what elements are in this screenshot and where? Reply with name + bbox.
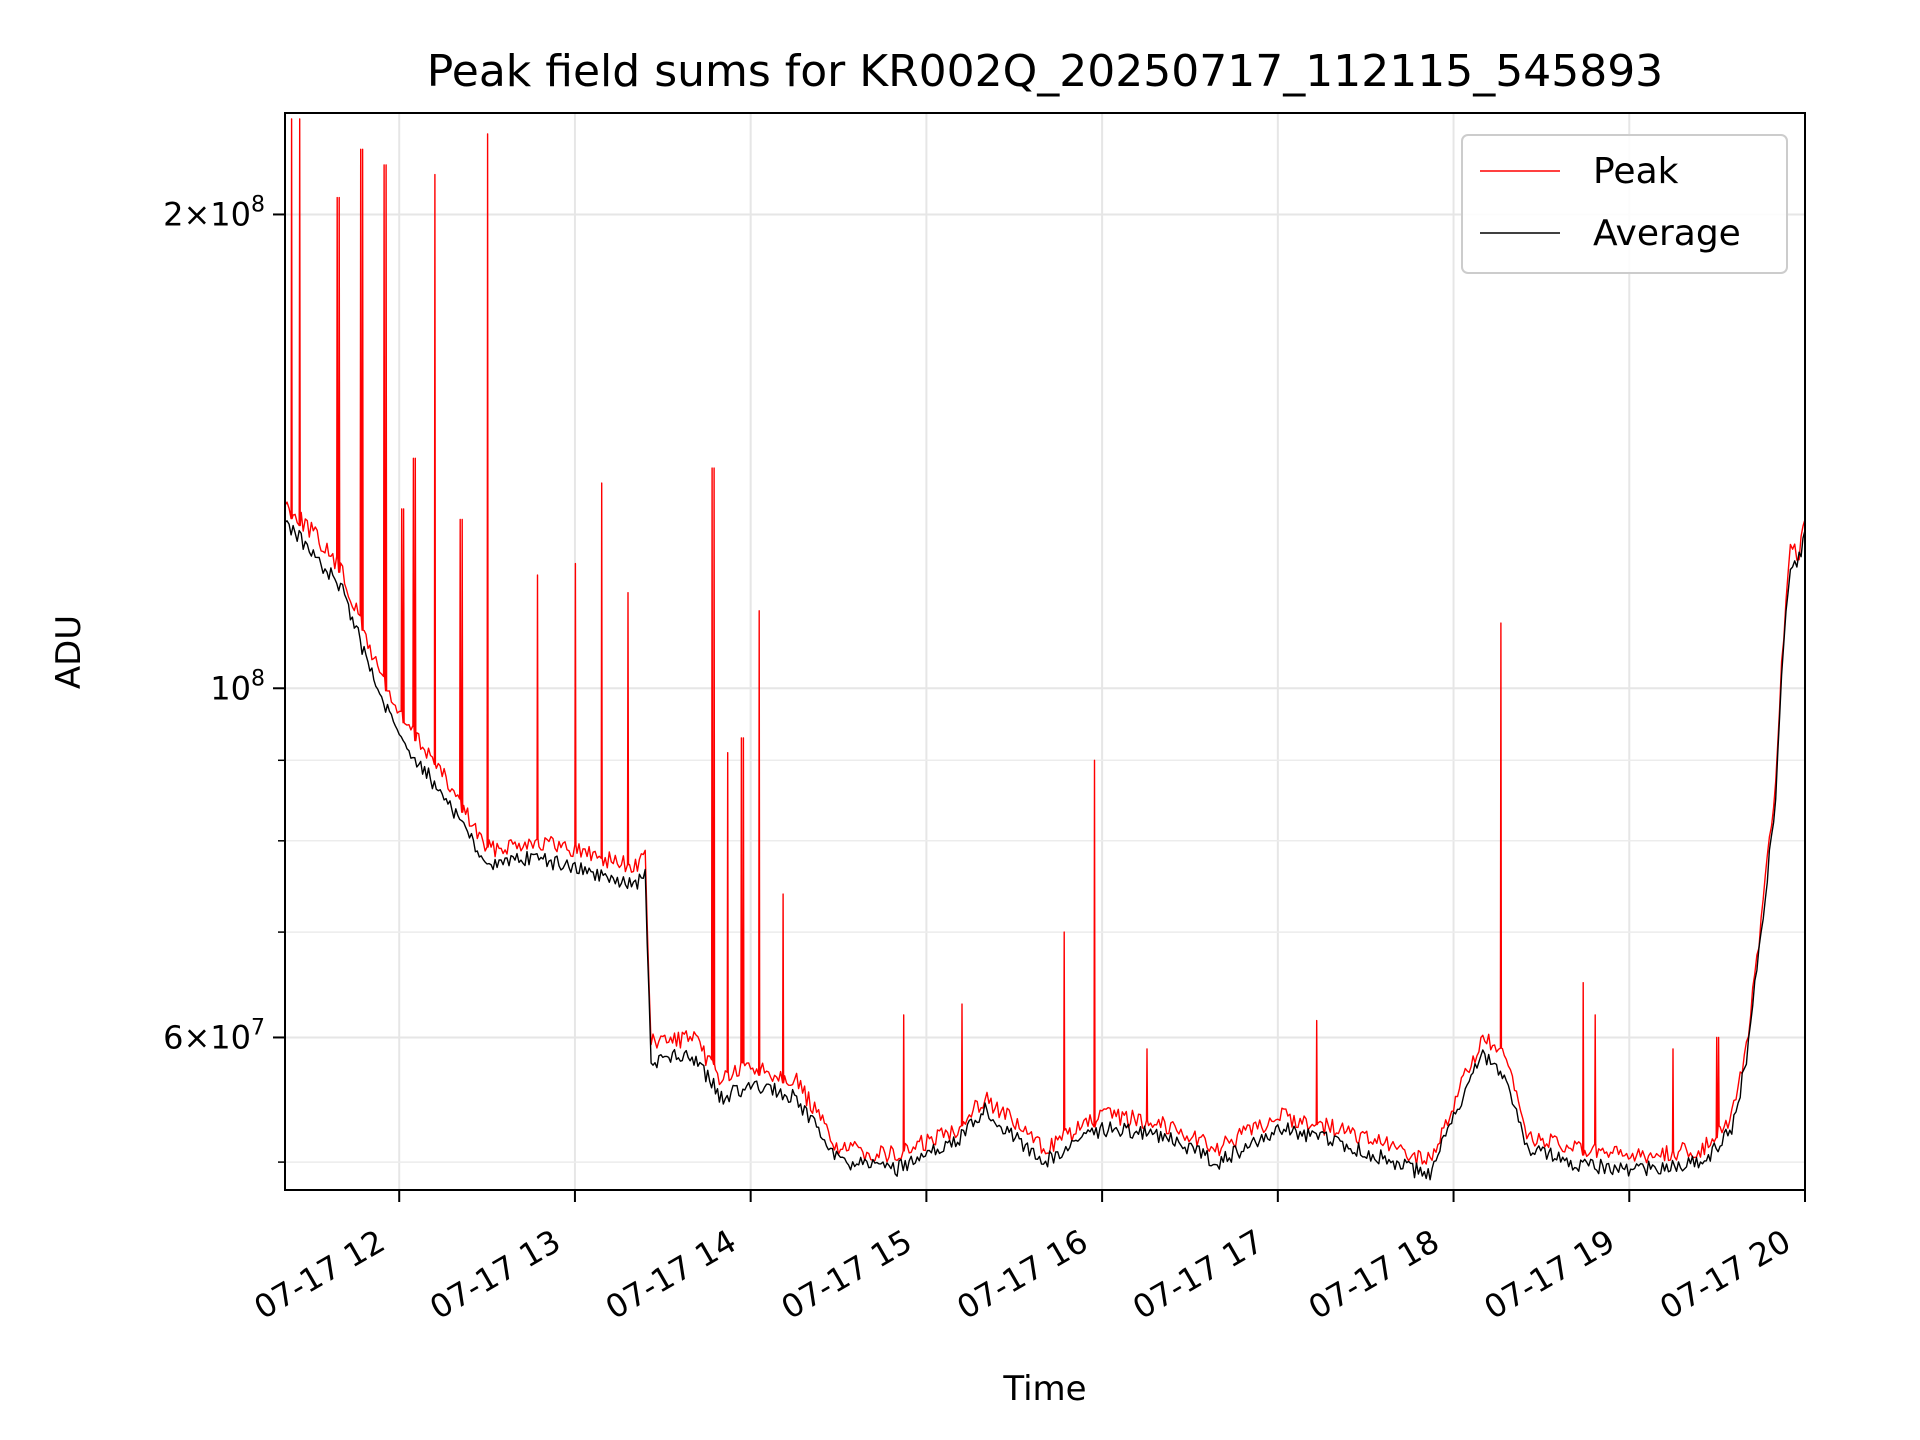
plot-frame [284, 112, 1806, 1191]
peak-series-line [284, 118, 1806, 1166]
average-series-line [284, 520, 1806, 1181]
legend-average-label: Average [1593, 213, 1741, 254]
legend-peak-label: Peak [1593, 151, 1679, 192]
y-tick-label: 2×108 [163, 192, 265, 233]
legend-box [1461, 134, 1788, 274]
legend: Peak Average [1461, 134, 1788, 274]
y-axis: 6×107 108 2×108 [163, 192, 285, 1163]
x-axis-label: Time [1002, 1369, 1086, 1409]
series-layer [284, 118, 1806, 1181]
y-axis-label: ADU [49, 615, 89, 689]
chart-title: Peak field sums for KR002Q_20250717_1121… [427, 46, 1663, 97]
y-tick-label: 6×107 [163, 1015, 265, 1056]
y-tick-label: 108 [210, 666, 265, 707]
